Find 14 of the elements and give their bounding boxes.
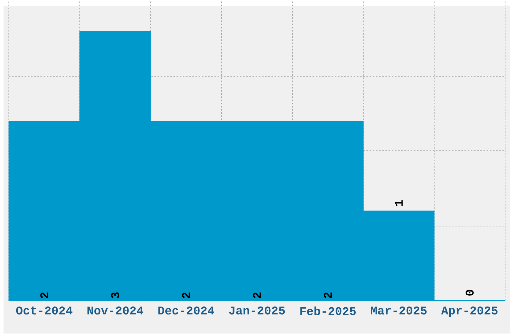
x-tick-label: Jan-2025 (229, 306, 286, 315)
data-label: 1 (395, 200, 403, 206)
data-label: 2 (40, 292, 48, 299)
x-tick-label: Feb-2025 (300, 306, 356, 316)
data-label: 2 (324, 292, 332, 299)
x-tick-label: Apr-2025 (441, 306, 498, 318)
data-label: 2 (253, 292, 262, 299)
x-tick-label: Mar-2025 (371, 306, 427, 315)
data-label: 0 (466, 290, 474, 296)
x-tick-label: Oct-2024 (16, 306, 73, 315)
x-tick-label: Nov-2024 (88, 306, 144, 315)
data-label: 3 (111, 292, 120, 299)
x-tick-label: Dec-2024 (158, 306, 214, 315)
data-label: 2 (182, 292, 190, 299)
